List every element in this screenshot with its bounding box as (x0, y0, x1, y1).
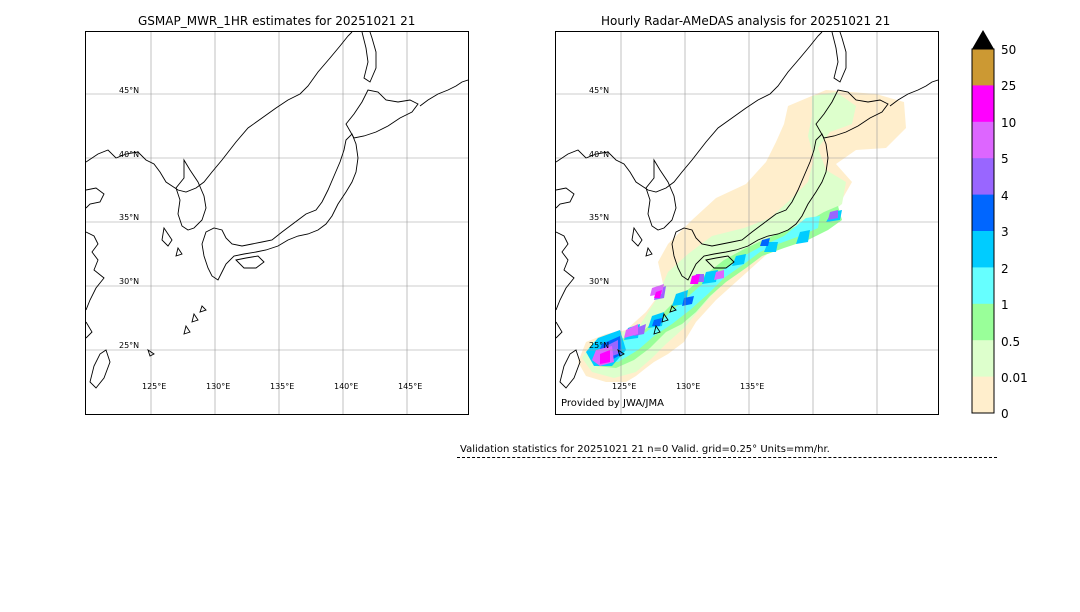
right-map-canvas (556, 32, 938, 414)
colorbar-label-2: 2 (1001, 262, 1009, 276)
right-lon-label-135: 135°E (740, 382, 765, 391)
precip-field-005 (582, 92, 856, 378)
colorbar-cell (972, 85, 994, 123)
left-lon-label-135: 135°E (270, 382, 295, 391)
left-lat-label-35: 35°N (119, 213, 140, 222)
colorbar-label-1: 1 (1001, 298, 1009, 312)
data-credit: Provided by JWA/JMA (561, 398, 664, 409)
left-coastlines (86, 32, 468, 389)
left-gridlines (86, 32, 468, 414)
left-panel-title: GSMAP_MWR_1HR estimates for 20251021 21 (138, 14, 416, 28)
left-lon-label-130: 130°E (206, 382, 231, 391)
colorbar-label-10: 10 (1001, 116, 1017, 130)
right-lat-label-40: 40°N (589, 150, 610, 159)
colorbar-label-50: 50 (1001, 43, 1017, 57)
left-lon-label-145: 145°E (398, 382, 423, 391)
left-lat-label-25: 25°N (119, 341, 140, 350)
right-coastlines (556, 32, 938, 389)
precip-field-25 (600, 274, 700, 364)
colorbar (971, 30, 995, 414)
right-gridlines (556, 32, 938, 414)
colorbar-cell (972, 121, 994, 159)
colorbar-label-4: 4 (1001, 189, 1009, 203)
colorbar-cell (972, 340, 994, 378)
colorbar-cell (972, 231, 994, 268)
colorbar-cell (972, 194, 994, 232)
colorbar-label-25: 25 (1001, 79, 1017, 93)
colorbar-cell (972, 49, 994, 86)
left-lat-label-45: 45°N (119, 86, 140, 95)
colorbar-label-0-5: 0.5 (1001, 335, 1021, 349)
left-map-canvas (86, 32, 468, 414)
left-lon-label-125: 125°E (142, 382, 167, 391)
right-lat-label-30: 30°N (589, 277, 610, 286)
right-lat-label-25: 25°N (589, 341, 610, 350)
colorbar-extend-triangle (972, 30, 994, 49)
left-lat-label-30: 30°N (119, 277, 140, 286)
right-lon-label-130: 130°E (676, 382, 701, 391)
colorbar-cell (972, 376, 994, 414)
validation-statistics: Validation statistics for 20251021 21 n=… (460, 444, 830, 455)
right-panel-title: Hourly Radar-AMeDAS analysis for 2025102… (601, 14, 891, 28)
colorbar-label-0-01: 0.01 (1001, 371, 1028, 385)
colorbar-label-0: 0 (1001, 407, 1009, 421)
colorbar-cell (972, 303, 994, 341)
colorbar-cells (972, 49, 994, 414)
colorbar-outline (971, 48, 995, 414)
colorbar-cell (972, 267, 994, 305)
colorbar-label-3: 3 (1001, 225, 1009, 239)
right-lon-label-125: 125°E (612, 382, 637, 391)
validation-divider (457, 457, 997, 458)
right-map (555, 31, 939, 415)
left-lat-label-40: 40°N (119, 150, 140, 159)
colorbar-label-5: 5 (1001, 152, 1009, 166)
right-lat-label-35: 35°N (589, 213, 610, 222)
colorbar-cell (972, 158, 994, 196)
left-map (85, 31, 469, 415)
right-lat-label-45: 45°N (589, 86, 610, 95)
left-lon-label-140: 140°E (334, 382, 359, 391)
